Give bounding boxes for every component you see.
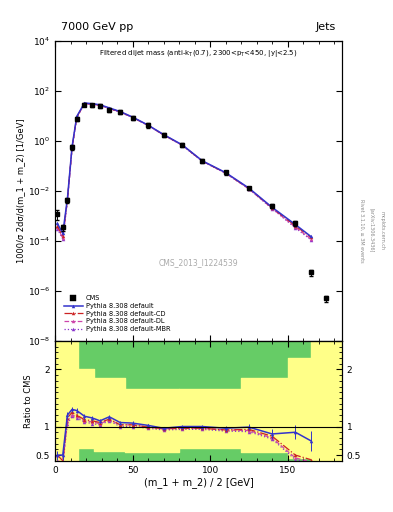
Text: Rivet 3.1.10, ≥ 3M events: Rivet 3.1.10, ≥ 3M events — [360, 199, 365, 262]
X-axis label: (m_1 + m_2) / 2 [GeV]: (m_1 + m_2) / 2 [GeV] — [143, 477, 253, 488]
Text: Filtered dijet mass (anti-k$_\mathregular{T}$(0.7), 2300<p$_\mathregular{T}$<450: Filtered dijet mass (anti-k$_\mathregula… — [99, 49, 298, 59]
Legend: CMS, Pythia 8.308 default, Pythia 8.308 default-CD, Pythia 8.308 default-DL, Pyt: CMS, Pythia 8.308 default, Pythia 8.308 … — [61, 292, 173, 334]
Y-axis label: 1000/σ 2dσ/d(m_1 + m_2) [1/GeV]: 1000/σ 2dσ/d(m_1 + m_2) [1/GeV] — [16, 119, 25, 263]
Text: [arXiv:1306.3436]: [arXiv:1306.3436] — [369, 208, 375, 252]
Text: CMS_2013_I1224539: CMS_2013_I1224539 — [159, 259, 238, 267]
Text: mcplots.cern.ch: mcplots.cern.ch — [379, 211, 384, 250]
Text: Jets: Jets — [316, 22, 336, 32]
Y-axis label: Ratio to CMS: Ratio to CMS — [24, 374, 33, 428]
Text: 7000 GeV pp: 7000 GeV pp — [61, 22, 133, 32]
